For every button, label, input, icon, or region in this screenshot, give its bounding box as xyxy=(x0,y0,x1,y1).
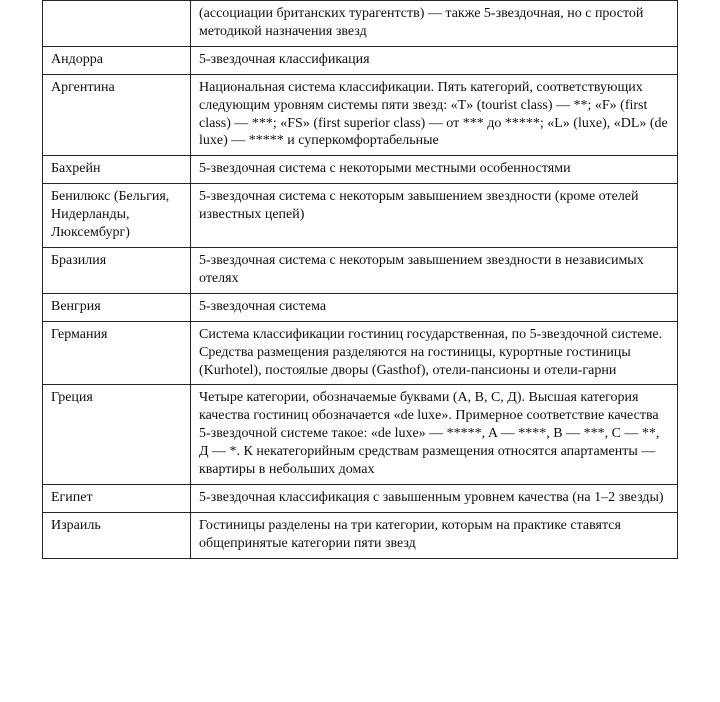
cell-country xyxy=(43,1,191,47)
cell-desc: 5-звездочная система с некоторым завышен… xyxy=(191,247,678,293)
table-row: Германия Система классификации гостиниц … xyxy=(43,321,678,385)
cell-desc: Гостиницы разделены на три категории, ко… xyxy=(191,512,678,558)
table-row: Аргентина Национальная система классифик… xyxy=(43,74,678,156)
table-row: Бахрейн 5-звездочная система с некоторым… xyxy=(43,156,678,184)
table-row: Египет 5-звездочная классификация с завы… xyxy=(43,484,678,512)
cell-desc: 5-звездочная классификация xyxy=(191,46,678,74)
cell-desc: 5-звездочная система с некоторыми местны… xyxy=(191,156,678,184)
cell-country: Андорра xyxy=(43,46,191,74)
cell-desc: 5-звездочная классификация с завышенным … xyxy=(191,484,678,512)
cell-country: Бенилюкс (Бельгия, Нидерланды, Люксембур… xyxy=(43,184,191,248)
cell-desc: Национальная система классификации. Пять… xyxy=(191,74,678,156)
cell-desc: Система классификации гостиниц государст… xyxy=(191,321,678,385)
cell-country: Бразилия xyxy=(43,247,191,293)
table-row: Бенилюкс (Бельгия, Нидерланды, Люксембур… xyxy=(43,184,678,248)
cell-country: Египет xyxy=(43,484,191,512)
cell-country: Венгрия xyxy=(43,293,191,321)
table-row: (ассоциации британских турагентств) — та… xyxy=(43,1,678,47)
cell-desc: 5-звездочная система с некоторым завышен… xyxy=(191,184,678,248)
cell-country: Германия xyxy=(43,321,191,385)
cell-desc: Четыре категории, обозначаемые буквами (… xyxy=(191,385,678,485)
classification-table: (ассоциации британских турагентств) — та… xyxy=(42,0,678,559)
table-body: (ассоциации британских турагентств) — та… xyxy=(43,1,678,559)
table-row: Бразилия 5-звездочная система с некоторы… xyxy=(43,247,678,293)
table-row: Венгрия 5-звездочная система xyxy=(43,293,678,321)
cell-country: Бахрейн xyxy=(43,156,191,184)
cell-desc: (ассоциации британских турагентств) — та… xyxy=(191,1,678,47)
cell-country: Израиль xyxy=(43,512,191,558)
table-row: Греция Четыре категории, обозначаемые бу… xyxy=(43,385,678,485)
table-row: Израиль Гостиницы разделены на три катег… xyxy=(43,512,678,558)
cell-country: Аргентина xyxy=(43,74,191,156)
cell-desc: 5-звездочная система xyxy=(191,293,678,321)
table-row: Андорра 5-звездочная классификация xyxy=(43,46,678,74)
cell-country: Греция xyxy=(43,385,191,485)
